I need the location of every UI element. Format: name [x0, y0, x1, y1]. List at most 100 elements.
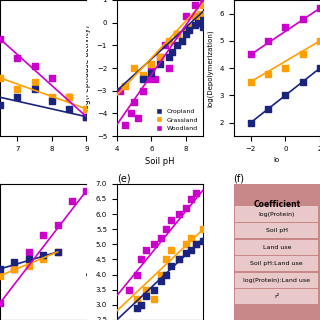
Point [196, 20, 201, 25]
Y-axis label: log(Protein$_{NaOH}$): log(Protein$_{NaOH}$) [77, 221, 90, 283]
Point [135, 116, 140, 121]
Point [164, 257, 169, 262]
Point [145, 77, 150, 82]
Point [187, 25, 192, 30]
Point [0, 75, 3, 80]
Point [151, 296, 156, 301]
Text: log(Protein):Land use: log(Protein):Land use [243, 278, 310, 283]
X-axis label: Soil pH: Soil pH [145, 157, 175, 166]
Point [0, 102, 3, 108]
Point [12, 266, 17, 271]
Point [123, 122, 128, 127]
Point [283, 93, 288, 98]
Point [41, 232, 46, 237]
Point [183, 205, 188, 211]
Point [300, 79, 305, 84]
FancyBboxPatch shape [235, 240, 318, 255]
Point [164, 227, 169, 232]
Point [128, 111, 133, 116]
Point [134, 296, 139, 301]
Point [49, 95, 54, 100]
Point [15, 56, 20, 61]
Point [144, 293, 149, 298]
Point [201, 25, 206, 30]
Text: Soil pH:Land use: Soil pH:Land use [251, 261, 303, 266]
Point [26, 256, 31, 261]
Point [176, 257, 181, 262]
Point [192, 2, 197, 7]
Point [26, 249, 31, 254]
Point [283, 66, 288, 71]
Point [151, 287, 156, 292]
Point [140, 77, 145, 82]
Point [300, 52, 305, 57]
Point [32, 87, 37, 92]
Point [84, 106, 89, 111]
Point [0, 300, 3, 306]
Point [266, 106, 271, 111]
Y-axis label: log(Peptidase activity): log(Peptidase activity) [82, 25, 91, 111]
Point [152, 77, 157, 82]
Point [317, 38, 320, 44]
Point [176, 212, 181, 217]
FancyBboxPatch shape [235, 223, 318, 238]
Point [266, 38, 271, 44]
Point [183, 27, 188, 32]
Point [164, 272, 169, 277]
FancyBboxPatch shape [234, 184, 320, 320]
Point [283, 25, 288, 30]
Point [176, 257, 181, 262]
Point [183, 13, 188, 19]
FancyBboxPatch shape [235, 273, 318, 288]
Point [159, 236, 164, 241]
Point [151, 242, 156, 247]
Point [188, 236, 194, 241]
Point [170, 50, 175, 55]
Text: (e): (e) [117, 173, 130, 183]
Point [144, 287, 149, 292]
Point [55, 222, 60, 227]
Point [32, 79, 37, 84]
Point [317, 6, 320, 11]
Point [140, 88, 145, 93]
Point [192, 22, 197, 28]
Point [193, 242, 198, 247]
FancyBboxPatch shape [235, 289, 318, 304]
Point [84, 114, 89, 119]
Point [67, 95, 72, 100]
Point [193, 190, 198, 196]
Point [140, 72, 145, 77]
Point [183, 251, 188, 256]
Point [169, 218, 174, 223]
Point [12, 260, 17, 265]
Point [84, 188, 89, 193]
Point [32, 64, 37, 69]
Point [201, 239, 206, 244]
Point [187, 27, 192, 32]
Point [166, 54, 171, 59]
Point [183, 242, 188, 247]
Point [41, 256, 46, 261]
Point [0, 273, 3, 278]
FancyBboxPatch shape [235, 256, 318, 271]
Point [149, 70, 154, 75]
Point [139, 302, 144, 308]
Y-axis label: log(Depolymerization): log(Depolymerization) [207, 29, 214, 107]
Text: log(Protein): log(Protein) [259, 212, 295, 217]
Point [126, 287, 132, 292]
Point [132, 66, 137, 71]
Point [317, 66, 320, 71]
Text: Soil pH: Soil pH [266, 228, 288, 233]
Point [180, 38, 185, 44]
Point [139, 257, 144, 262]
Point [149, 66, 154, 71]
Text: Coefficient: Coefficient [253, 200, 300, 209]
Point [55, 249, 60, 254]
Point [55, 249, 60, 254]
Point [175, 31, 180, 36]
Point [201, 0, 206, 3]
Point [166, 38, 171, 44]
Point [248, 52, 253, 57]
Point [266, 71, 271, 76]
Point [118, 88, 123, 93]
